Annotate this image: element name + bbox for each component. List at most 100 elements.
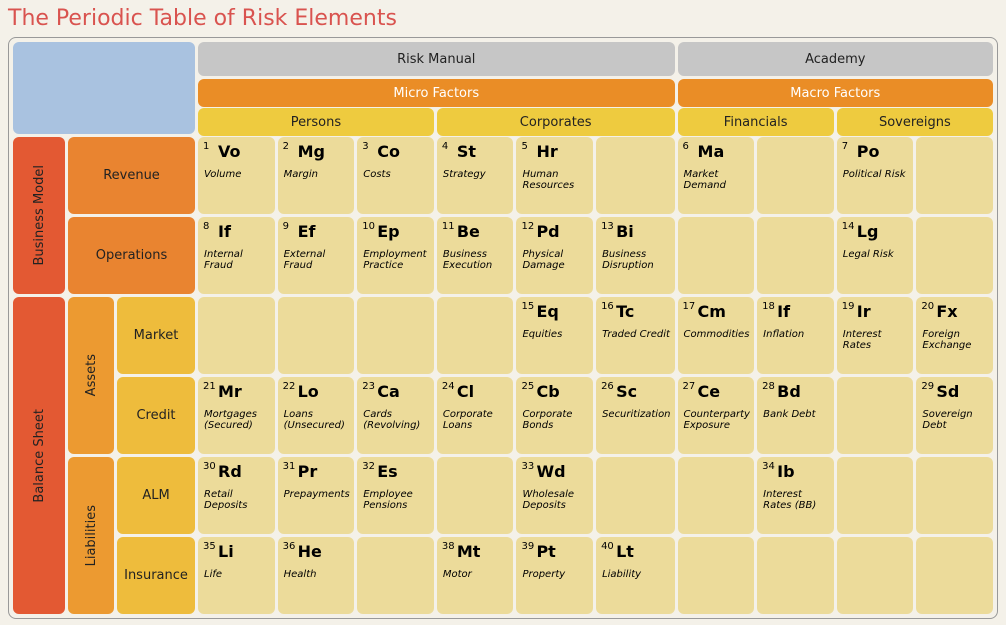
- element-20[interactable]: 20FxForeign Exchange: [916, 297, 993, 374]
- element-empty: [837, 377, 914, 454]
- element-10[interactable]: 10EpEmployment Practice: [357, 217, 434, 294]
- element-27[interactable]: 27Ce Counterparty Exposure: [678, 377, 755, 454]
- element-number: 19: [842, 301, 855, 312]
- element-desc: Cards (Revolving): [363, 409, 430, 431]
- element-empty: [437, 297, 514, 374]
- element-symbol: Pt: [536, 542, 589, 561]
- element-number: 35: [203, 541, 216, 552]
- element-desc: Corporate Bonds: [522, 409, 589, 431]
- element-33[interactable]: 33WdWholesale Deposits: [516, 457, 593, 534]
- element-symbol: Lt: [616, 542, 670, 561]
- element-empty: [198, 297, 275, 374]
- element-number: 38: [442, 541, 455, 552]
- element-desc: Foreign Exchange: [922, 329, 989, 351]
- element-empty: [916, 137, 993, 214]
- element-number: 13: [601, 221, 614, 232]
- element-number: 8: [203, 221, 209, 232]
- row-operations: Operations: [68, 217, 195, 294]
- element-number: 17: [683, 301, 696, 312]
- element-desc: Prepayments: [284, 489, 351, 500]
- element-number: 31: [283, 461, 296, 472]
- element-desc: Interest Rates (BB): [763, 489, 830, 511]
- element-22[interactable]: 22LoLoans (Unsecured): [278, 377, 355, 454]
- element-symbol: Es: [377, 462, 430, 481]
- element-30[interactable]: 30RdRetail Deposits: [198, 457, 275, 534]
- element-31[interactable]: 31PrPrepayments: [278, 457, 355, 534]
- element-26[interactable]: 26ScSecuritization: [596, 377, 674, 454]
- element-symbol: Ib: [777, 462, 830, 481]
- element-number: 18: [762, 301, 775, 312]
- element-18[interactable]: 18IfInflation: [757, 297, 834, 374]
- element-number: 30: [203, 461, 216, 472]
- element-empty: [678, 217, 755, 294]
- element-9[interactable]: 9EfExternal Fraud: [278, 217, 355, 294]
- element-symbol: Ma: [698, 142, 751, 161]
- element-17[interactable]: 17CmCommodities: [678, 297, 755, 374]
- element-14[interactable]: 14LgLegal Risk: [837, 217, 914, 294]
- element-36[interactable]: 36HeHealth: [278, 537, 355, 614]
- element-38[interactable]: 38MtMotor: [437, 537, 514, 614]
- element-desc: External Fraud: [284, 249, 351, 271]
- row-liabilities: Liabilities: [68, 457, 114, 614]
- element-19[interactable]: 19IrInterest Rates: [837, 297, 914, 374]
- element-5[interactable]: 5HrHuman Resources: [516, 137, 593, 214]
- element-23[interactable]: 23CaCards (Revolving): [357, 377, 434, 454]
- element-3[interactable]: 3CoCosts: [357, 137, 434, 214]
- element-desc: Commodities: [684, 329, 751, 340]
- element-symbol: Ef: [298, 222, 351, 241]
- element-symbol: Pd: [536, 222, 589, 241]
- element-32[interactable]: 32EsEmployee Pensions: [357, 457, 434, 534]
- element-7[interactable]: 7PoPolitical Risk: [837, 137, 914, 214]
- element-12[interactable]: 12PdPhysical Damage: [516, 217, 593, 294]
- element-desc: Employee Pensions: [363, 489, 430, 511]
- element-13[interactable]: 13Bi Business Disruption: [596, 217, 674, 294]
- element-6[interactable]: 6MaMarket Demand: [678, 137, 755, 214]
- element-desc: Interest Rates: [843, 329, 910, 351]
- row-alm: ALM: [117, 457, 195, 534]
- element-number: 23: [362, 381, 375, 392]
- element-35[interactable]: 35LiLife: [198, 537, 275, 614]
- element-29[interactable]: 29SdSovereign Debt: [916, 377, 993, 454]
- element-25[interactable]: 25CbCorporate Bonds: [516, 377, 593, 454]
- header-blank: [13, 42, 195, 134]
- element-24[interactable]: 24ClCorporate Loans: [437, 377, 514, 454]
- element-desc: Internal Fraud: [204, 249, 271, 271]
- element-number: 28: [762, 381, 775, 392]
- element-number: 12: [521, 221, 534, 232]
- element-16[interactable]: 16TcTraded Credit: [596, 297, 674, 374]
- tab-risk-manual[interactable]: Risk Manual: [198, 42, 675, 76]
- element-empty: [916, 217, 993, 294]
- micro-factors: Micro Factors: [198, 79, 675, 107]
- element-number: 27: [683, 381, 696, 392]
- element-39[interactable]: 39PtProperty: [516, 537, 593, 614]
- element-symbol: Eq: [536, 302, 589, 321]
- element-15[interactable]: 15EqEquities: [516, 297, 593, 374]
- element-empty: [757, 217, 834, 294]
- element-desc: Business Disruption: [602, 249, 670, 271]
- page-title: The Periodic Table of Risk Elements: [8, 6, 998, 31]
- element-symbol: Ce: [698, 382, 751, 401]
- element-11[interactable]: 11BeBusiness Execution: [437, 217, 514, 294]
- element-34[interactable]: 34IbInterest Rates (BB): [757, 457, 834, 534]
- element-desc: Market Demand: [684, 169, 751, 191]
- element-symbol: Co: [377, 142, 430, 161]
- element-desc: Counterparty Exposure: [684, 409, 751, 431]
- element-40[interactable]: 40LtLiability: [596, 537, 674, 614]
- element-empty: [596, 137, 674, 214]
- tab-academy[interactable]: Academy: [678, 42, 993, 76]
- element-8[interactable]: 8IfInternal Fraud: [198, 217, 275, 294]
- element-empty: [757, 137, 834, 214]
- element-28[interactable]: 28BdBank Debt: [757, 377, 834, 454]
- element-number: 40: [601, 541, 614, 552]
- element-symbol: Bi: [616, 222, 670, 241]
- element-1[interactable]: 1VoVolume: [198, 137, 275, 214]
- element-4[interactable]: 4StStrategy: [437, 137, 514, 214]
- element-number: 3: [362, 141, 368, 152]
- element-desc: Bank Debt: [763, 409, 830, 420]
- element-symbol: If: [777, 302, 830, 321]
- element-21[interactable]: 21MrMortgages (Secured): [198, 377, 275, 454]
- element-2[interactable]: 2MgMargin: [278, 137, 355, 214]
- element-number: 1: [203, 141, 209, 152]
- macro-factors: Macro Factors: [678, 79, 993, 107]
- element-empty: [678, 537, 755, 614]
